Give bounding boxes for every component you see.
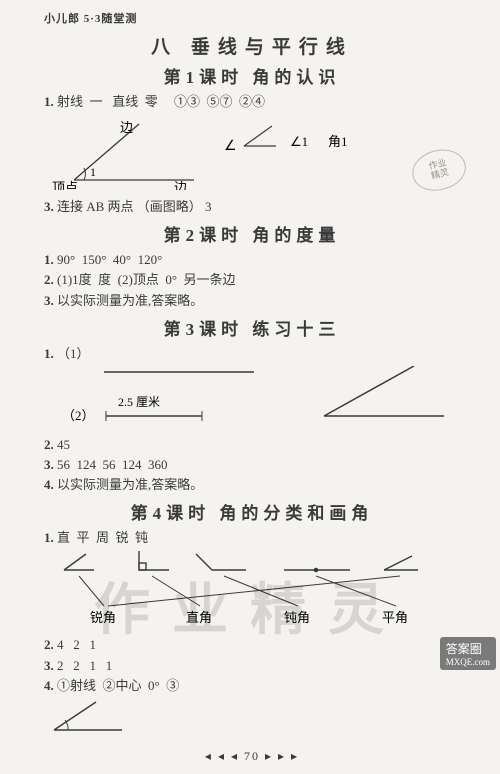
lesson-1-item-1: 1. 射线 一 直线 零 ①③ ⑤⑦ ②④ [44, 92, 460, 112]
edge-label-bottom: 边 [174, 180, 187, 190]
lesson-2-item-3: 3. 以实际测量为准,答案略。 [44, 291, 460, 311]
angle-word-text: 角1 [328, 134, 348, 149]
lesson-1-item-3: 3. 连接 AB 两点 （画图略） 3 [44, 197, 460, 217]
brand-header: 小儿郎 5·3随堂测 [44, 10, 460, 26]
corner-badge: 答案圈 MXQE.com [440, 637, 496, 670]
lesson-1-diagram: 边 边 顶点 1 ∠ ∠1 角1 [44, 114, 460, 195]
match-label-2: 钝角 [284, 610, 310, 625]
lesson-2-item-1: 1. 90° 150° 40° 120° [44, 250, 460, 270]
lesson-3-item-3: 3. 56 124 56 124 360 [44, 455, 460, 475]
lesson-4-item-2: 2. 4 2 1 [44, 635, 460, 655]
lesson-3-item-1: 1. （1） [44, 344, 460, 364]
lesson-4-title: 第4课时 角的分类和画角 [44, 499, 460, 524]
lesson-4-item-4: 4. ①射线 ②中心 0° ③ [44, 676, 460, 696]
measure-label: 2.5 厘米 [118, 395, 160, 409]
lesson-4-small-angle [44, 698, 460, 743]
lesson-2-item-2: 2. (1)1度 度 (2)顶点 0° 另一条边 [44, 270, 460, 290]
lesson-2-title: 第2课时 角的度量 [44, 221, 460, 246]
match-label-3: 平角 [382, 610, 408, 625]
lesson-3-diagram: 2.5 厘米 （2） [44, 366, 460, 433]
angle-symbol-icon: ∠ [224, 139, 237, 154]
vertex-label: 顶点 [52, 180, 78, 190]
lesson-3-title: 第3课时 练习十三 [44, 315, 460, 340]
angle-1-text: ∠1 [290, 134, 308, 149]
lesson-4-item-1: 1. 直 平 周 锐 钝 [44, 528, 460, 548]
match-label-1: 直角 [186, 610, 212, 625]
match-label-0: 锐角 [90, 610, 116, 625]
chapter-title: 八 垂线与平行线 [44, 32, 460, 59]
lesson-4-match-diagram: 锐角 直角 钝角 平角 [44, 550, 460, 633]
page-number: ◂ ◂ ◂ 70 ▸ ▸ ▸ [44, 749, 460, 764]
angle-1-label: 1 [90, 165, 96, 179]
lesson-3-subline: （2） [62, 408, 95, 423]
lesson-3-item-4: 4. 以实际测量为准,答案略。 [44, 475, 460, 495]
lesson-1-title: 第1课时 角的认识 [44, 63, 460, 88]
lesson-4-item-3: 3. 2 2 1 1 [44, 656, 460, 676]
lesson-3-item-2: 2. 45 [44, 435, 460, 455]
edge-label-top: 边 [120, 120, 133, 135]
